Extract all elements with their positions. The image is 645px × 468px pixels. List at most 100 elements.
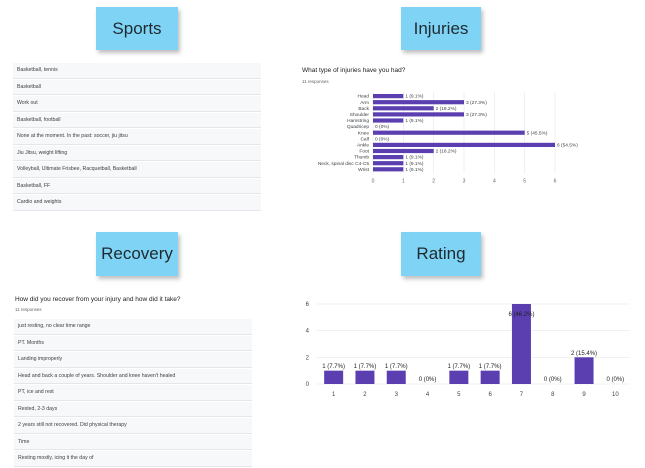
data-label: 1 (7.7%) — [448, 364, 471, 370]
x-tick-label: 9 — [582, 392, 586, 398]
x-tick-label: 7 — [520, 392, 524, 398]
list-item: Basketball, football — [13, 112, 261, 128]
data-label: 3 (27.3%) — [466, 100, 487, 106]
list-item: Landing improperly — [14, 352, 252, 368]
bar — [373, 130, 525, 135]
list-item: 2 years still not recovered. Did physica… — [14, 418, 252, 434]
data-label: 0 (0%) — [419, 377, 437, 383]
category-label: Thumb — [354, 155, 369, 161]
category-label: Back — [358, 106, 369, 112]
category-label: Head — [358, 94, 370, 100]
data-label: 2 (18.2%) — [436, 149, 457, 155]
x-tick-label: 10 — [612, 392, 619, 398]
list-item: Basketball, FF — [13, 178, 261, 194]
list-item: Rested, 2-3 days — [14, 401, 252, 417]
recovery-response-list: just resting, no clear time range PT. Mo… — [14, 319, 252, 468]
x-tick-label: 1 — [402, 178, 405, 184]
list-item: Head and back a couple of years. Shoulde… — [14, 368, 252, 384]
injuries-question: What type of injuries have you had? — [302, 67, 406, 74]
category-label: Arm — [360, 100, 369, 106]
x-tick-label: 5 — [457, 392, 461, 398]
bar — [480, 370, 500, 384]
x-tick-label: 3 — [395, 392, 399, 398]
sticky-sports: Sports — [96, 7, 178, 50]
data-label: 0 (0%) — [375, 124, 390, 130]
data-label: 6 (54.5%) — [557, 143, 578, 149]
bar — [373, 161, 404, 166]
bar — [373, 112, 464, 117]
data-label: 1 (7.7%) — [354, 364, 377, 370]
injuries-bar-chart: 0 1 2 3 4 5 6 Head 1 (9.1%) Arm 3 (27.3%) Back 2 (18… — [318, 92, 578, 184]
category-label: Quadricep — [347, 124, 369, 130]
x-tick-label: 6 — [554, 178, 557, 184]
sports-response-list: Basketball, tennis Basketball Work out B… — [13, 63, 261, 212]
category-label: Calf — [360, 136, 369, 142]
list-item: Jiu Jitsu, weight lifting — [13, 145, 261, 161]
bar — [373, 118, 404, 123]
list-item: Basketball, tennis — [13, 63, 261, 79]
x-tick-label: 5 — [523, 178, 526, 184]
rating-bar-chart: 0 2 4 6 1 (7.7%) 1 1 (7.7%) 2 1 (7.7%) 3 0 (0%) 4 1 … — [306, 302, 630, 398]
list-item: None at the moment. In the past: soccer,… — [13, 129, 261, 145]
data-label: 3 (27.3%) — [466, 112, 487, 118]
list-item: PT, ice and rest — [14, 385, 252, 401]
category-label: Knee — [358, 130, 370, 136]
list-item: PT. Months — [14, 335, 252, 351]
x-tick-label: 2 — [432, 178, 435, 184]
x-tick-label: 8 — [551, 392, 555, 398]
x-tick-label: 1 — [332, 392, 336, 398]
list-item: just resting, no clear time range — [14, 319, 252, 335]
bar — [324, 370, 344, 384]
y-tick-label: 0 — [306, 382, 310, 388]
data-label: 1 (9.1%) — [405, 94, 424, 100]
bar — [355, 370, 375, 384]
x-tick-label: 6 — [488, 392, 492, 398]
bar — [373, 167, 404, 172]
data-label: 2 (18.2%) — [436, 106, 457, 112]
injuries-response-count: 11 responses — [302, 79, 329, 84]
category-label: Ankle — [357, 143, 369, 149]
x-tick-label: 0 — [372, 178, 375, 184]
list-item: Basketball — [13, 79, 261, 95]
bar — [373, 94, 404, 99]
bar — [386, 370, 406, 384]
recovery-question: How did you recover from your injury and… — [15, 296, 181, 303]
data-label: 1 (9.1%) — [405, 161, 424, 167]
data-label: 1 (7.7%) — [322, 364, 345, 370]
data-label: 1 (7.7%) — [479, 364, 502, 370]
data-label: 0 (0%) — [607, 377, 625, 383]
data-label: 1 (9.1%) — [405, 167, 424, 173]
bar — [574, 357, 594, 384]
category-label: Neck, spinal disc C4-C5 — [318, 161, 370, 167]
recovery-response-count: 11 responses — [15, 307, 42, 312]
x-tick-label: 3 — [463, 178, 466, 184]
data-label: 2 (15.4%) — [571, 351, 597, 357]
category-label: Wrist — [358, 167, 370, 173]
bar — [511, 304, 531, 384]
data-label: 1 (7.7%) — [385, 364, 408, 370]
x-tick-label: 4 — [493, 178, 496, 184]
data-label: 1 (9.1%) — [405, 118, 424, 124]
bar — [373, 100, 464, 105]
bar — [373, 142, 555, 147]
sticky-rating: Rating — [401, 232, 481, 276]
x-tick-label: 4 — [426, 392, 430, 398]
y-tick-label: 4 — [306, 329, 310, 335]
list-item: Work out — [13, 96, 261, 112]
data-label: 1 (9.1%) — [405, 155, 424, 161]
data-label: 0 (0%) — [544, 377, 562, 383]
bar — [373, 106, 434, 111]
category-label: Shoulder — [350, 112, 370, 118]
sticky-recovery: Recovery — [96, 232, 178, 276]
y-tick-label: 2 — [306, 355, 310, 361]
bar — [373, 155, 404, 160]
category-label: Foot — [359, 149, 369, 155]
bar — [449, 370, 469, 384]
y-tick-label: 6 — [306, 302, 310, 308]
sticky-injuries: Injuries — [401, 7, 481, 50]
list-item: Resting mostly, icing it the day of — [14, 451, 252, 467]
list-item: Time — [14, 434, 252, 450]
data-label: 5 (45.5%) — [527, 130, 548, 136]
list-item: Cardio and weights — [13, 195, 261, 211]
data-label: 0 (0%) — [375, 136, 390, 142]
